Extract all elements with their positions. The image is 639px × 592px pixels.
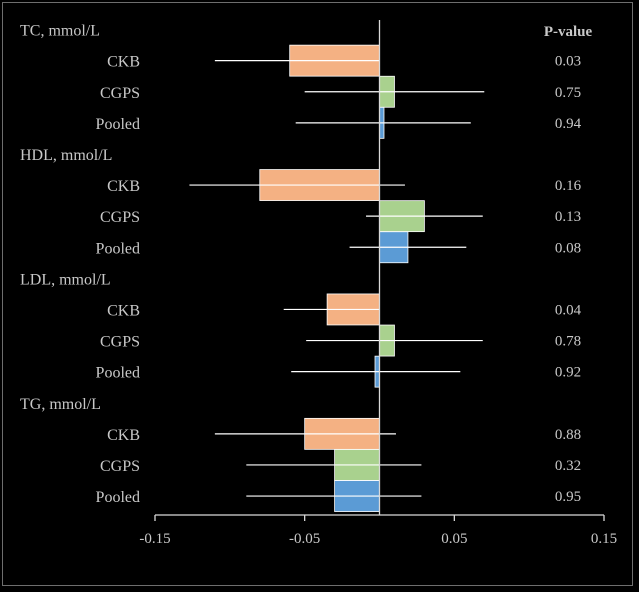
confidence-intervals [189, 60, 485, 497]
p-value: 0.32 [555, 458, 581, 474]
p-value: 0.75 [555, 85, 581, 101]
x-tick-label: -0.05 [289, 531, 320, 547]
p-value: 0.13 [555, 209, 581, 225]
p-value: 0.92 [555, 365, 581, 381]
row-label: Pooled [96, 240, 140, 257]
row-label: CKB [107, 427, 140, 444]
p-value: 0.04 [555, 302, 582, 318]
group-label: LDL, mmol/L [20, 271, 111, 288]
row-label: Pooled [96, 365, 140, 382]
row-label: Pooled [96, 116, 140, 133]
x-tick-label: 0.15 [591, 531, 617, 547]
row-label: CGPS [100, 209, 140, 226]
row-label: CKB [107, 302, 140, 319]
x-tick-label: -0.15 [139, 531, 170, 547]
row-label: CGPS [100, 85, 140, 102]
row-label: CKB [107, 178, 140, 195]
chart-frame [2, 2, 633, 586]
group-label: HDL, mmol/L [20, 147, 112, 164]
p-value: 0.94 [555, 116, 582, 132]
row-labels: TC, mmol/L CKB CGPS Pooled HDL, mmol/L CKB CGP… [20, 23, 140, 506]
group-label: TC, mmol/L [20, 23, 100, 40]
p-value: 0.88 [555, 427, 581, 443]
row-label: CGPS [100, 334, 140, 351]
p-value: 0.08 [555, 240, 581, 256]
row-label: CGPS [100, 458, 140, 475]
x-tick-label: 0.05 [441, 531, 467, 547]
p-value: 0.16 [555, 178, 582, 194]
row-label: CKB [107, 54, 140, 71]
row-label: Pooled [96, 489, 140, 506]
p-values: P-value 0.03 0.75 0.94 0.16 0.13 0.08 0.04 0.78… [544, 24, 593, 505]
group-label: TG, mmol/L [20, 396, 101, 413]
p-value: 0.03 [555, 54, 581, 70]
p-value-header: P-value [544, 24, 593, 40]
bars [259, 44, 425, 512]
p-value: 0.95 [555, 489, 581, 505]
x-axis: -0.15 -0.05 0.05 0.15 [139, 20, 617, 547]
p-value: 0.78 [555, 334, 581, 350]
